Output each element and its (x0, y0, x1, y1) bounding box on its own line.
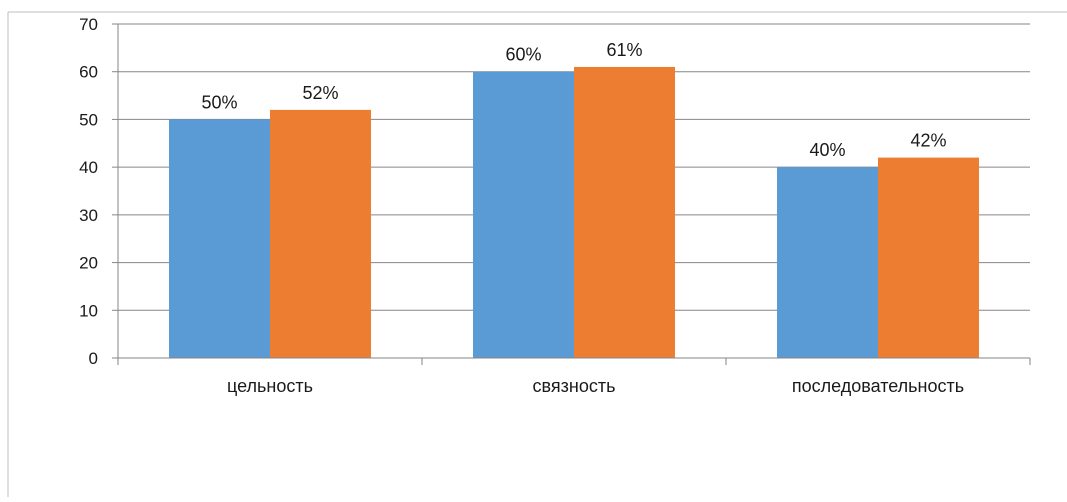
x-category-label: последовательность (792, 376, 964, 396)
data-label: 52% (302, 83, 338, 103)
y-tick-label: 30 (79, 206, 98, 225)
bar (878, 157, 979, 358)
x-category-label: связность (533, 376, 616, 396)
data-label: 42% (910, 131, 946, 151)
y-tick-label: 10 (79, 301, 98, 320)
data-label: 50% (201, 92, 237, 112)
y-tick-label: 20 (79, 254, 98, 273)
bar (574, 66, 675, 358)
bar (777, 167, 878, 358)
data-label: 40% (809, 140, 845, 160)
y-tick-label: 60 (79, 63, 98, 82)
y-tick-label: 40 (79, 158, 98, 177)
axes (112, 23, 1031, 365)
bar (270, 109, 371, 358)
labels: 0 10 20 30 40 50 60 70 50% 52% цельность 60% 61% связ… (79, 15, 964, 396)
y-tick-label: 70 (79, 15, 98, 34)
y-tick-label: 50 (79, 110, 98, 129)
bar (169, 119, 270, 358)
data-label: 60% (505, 45, 541, 65)
bars (169, 66, 979, 358)
data-label: 61% (606, 40, 642, 60)
y-tick-label: 0 (89, 349, 98, 368)
x-category-label: цельность (227, 376, 313, 396)
bar (473, 71, 574, 358)
